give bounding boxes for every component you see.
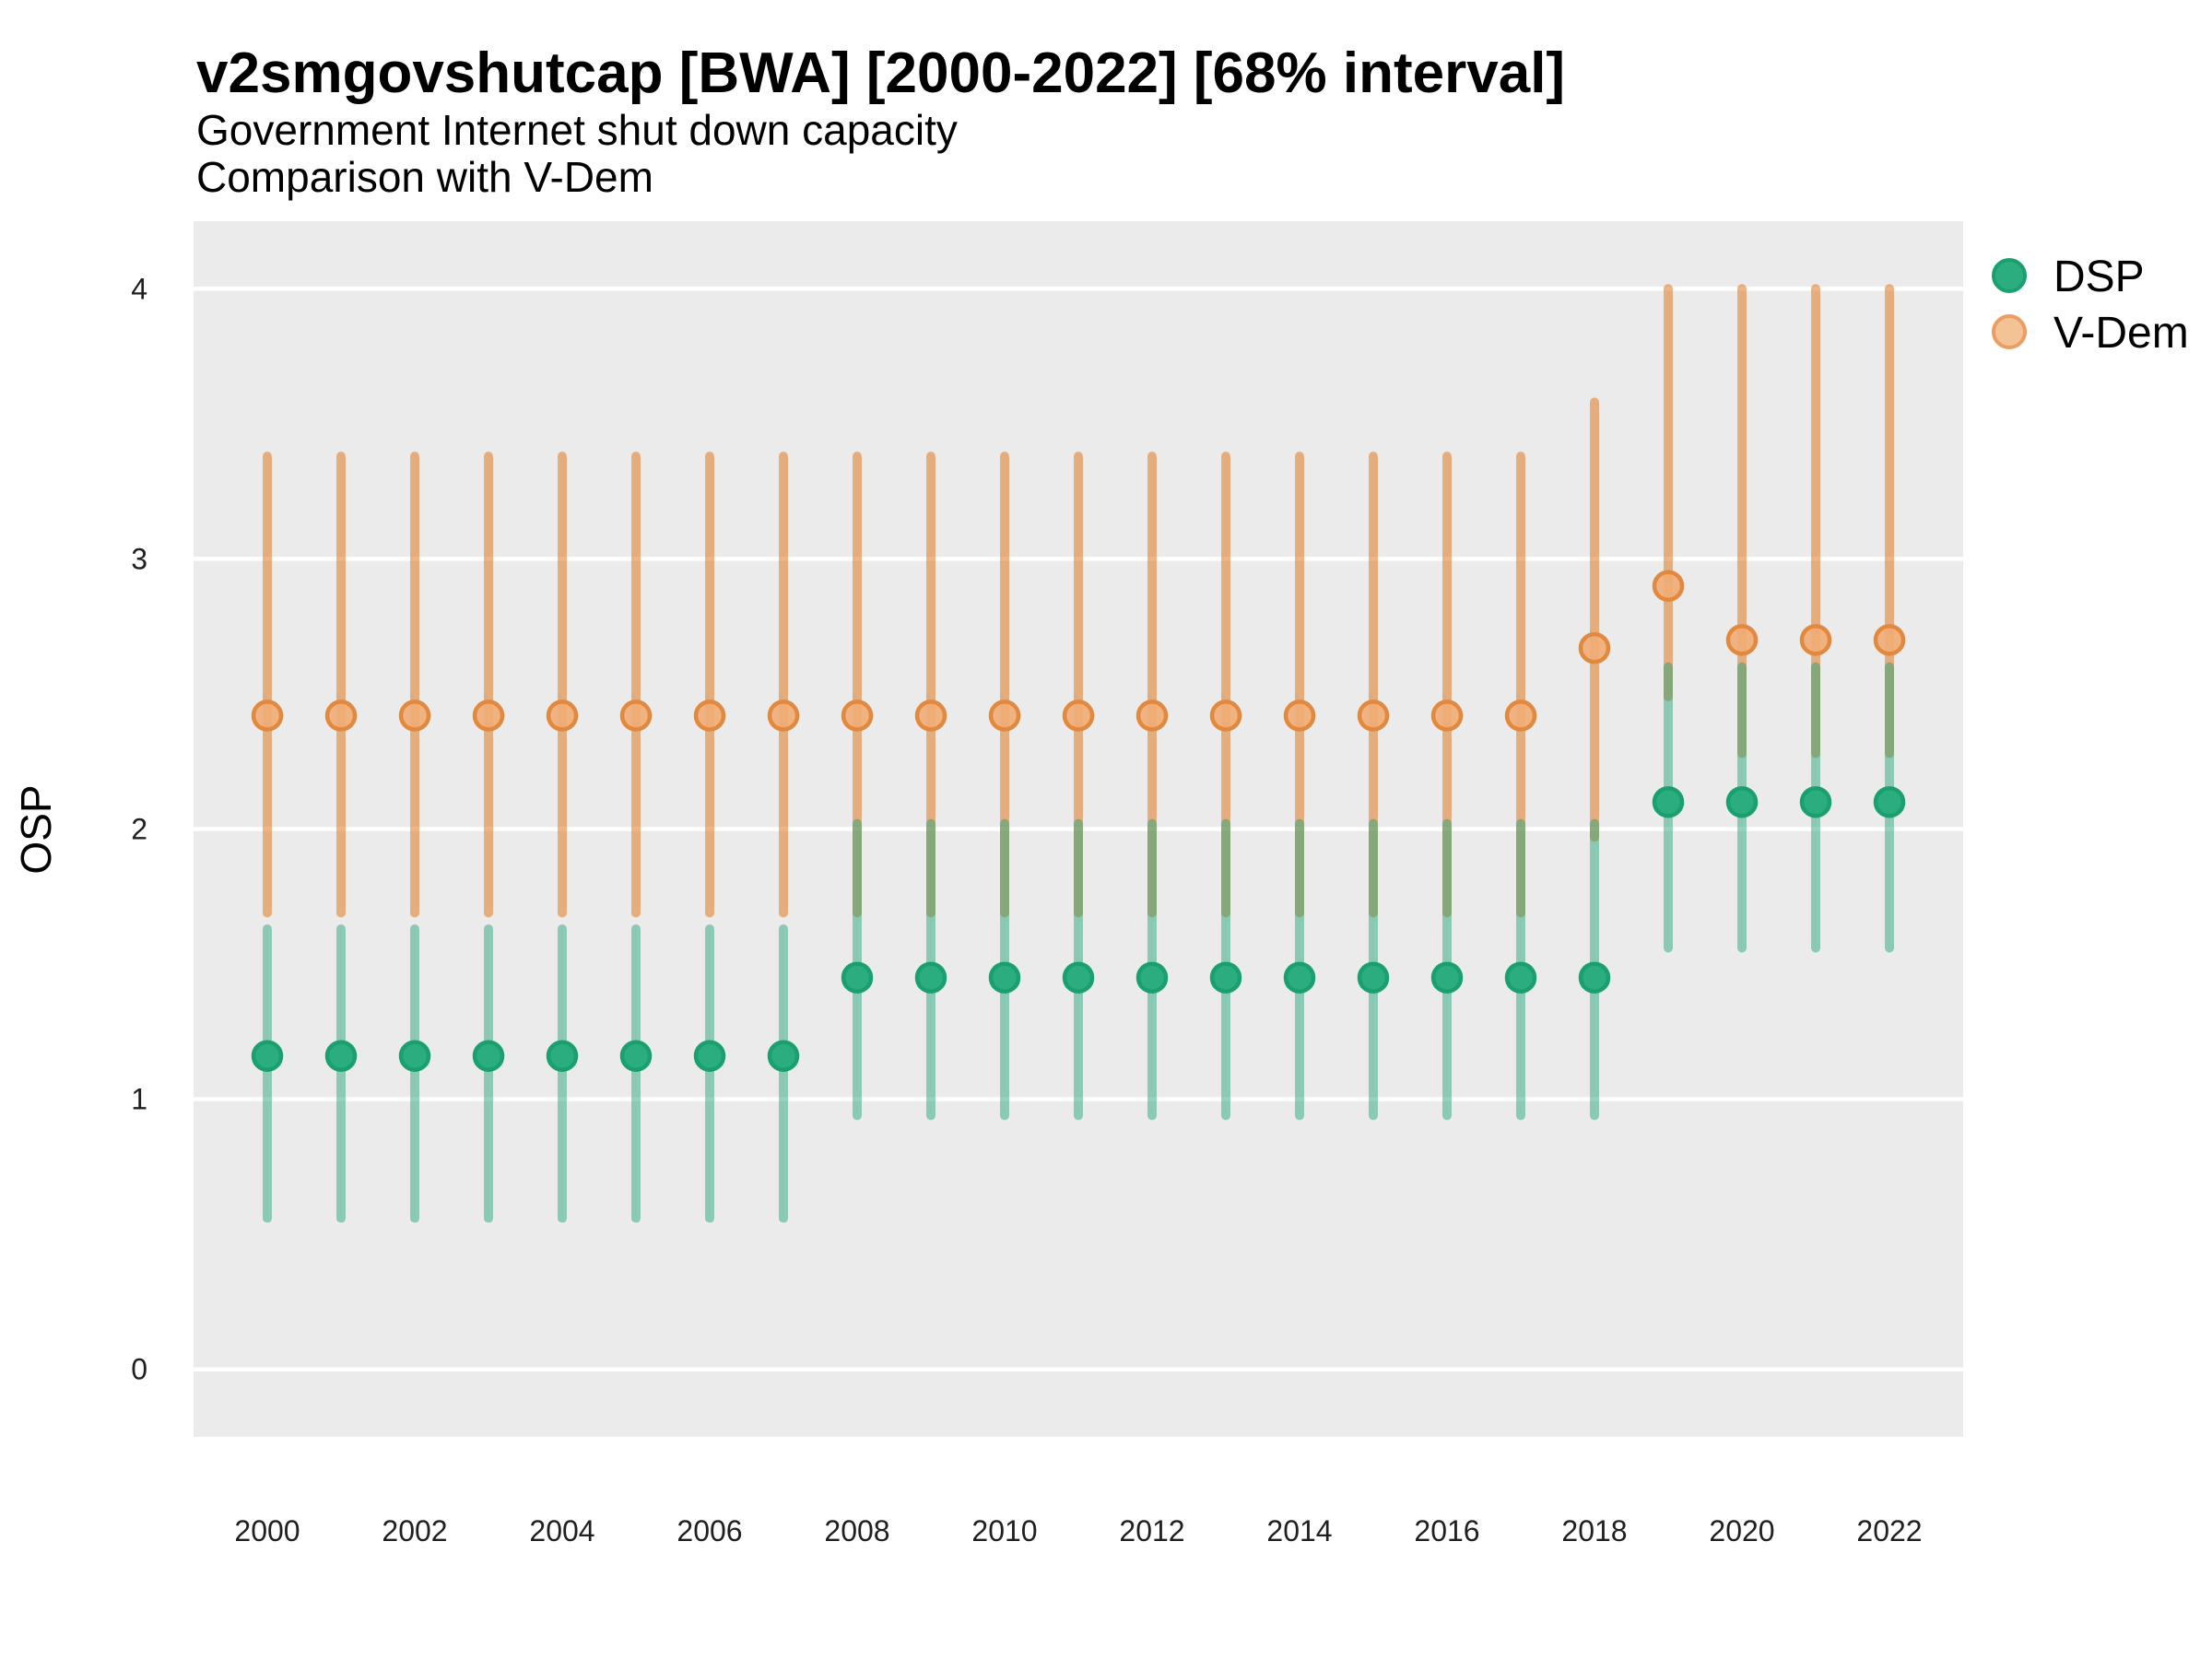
dsp-point-2014 — [1283, 961, 1316, 994]
x-tick-label-2002: 2002 — [382, 1514, 447, 1547]
dsp-point-2019 — [1652, 785, 1685, 818]
x-tick-label-2018: 2018 — [1561, 1514, 1627, 1547]
vdem-point-2010 — [988, 700, 1021, 732]
dsp-point-2009 — [914, 961, 947, 994]
y-axis-title: OSP — [12, 784, 60, 874]
x-tick-label-2014: 2014 — [1266, 1514, 1332, 1547]
vdem-point-2015 — [1357, 700, 1390, 732]
x-tick-label-2020: 2020 — [1709, 1514, 1774, 1547]
y-tick-label-0: 0 — [131, 1353, 147, 1386]
vdem-legend-dot-icon — [1992, 314, 2027, 349]
dsp-point-2022 — [1873, 785, 1906, 818]
dsp-point-2002 — [398, 1040, 431, 1072]
dsp-point-2000 — [251, 1040, 284, 1072]
dsp-point-2016 — [1430, 961, 1464, 994]
dsp-point-2012 — [1135, 961, 1169, 994]
vdem-point-2004 — [546, 700, 579, 732]
chart-subtitle-line1: Government Internet shut down capacity — [196, 106, 958, 154]
vdem-point-2019 — [1652, 570, 1685, 602]
vdem-point-2022 — [1873, 624, 1906, 656]
vdem-point-2007 — [767, 700, 800, 732]
dsp-point-2008 — [841, 961, 874, 994]
vdem-point-2018 — [1578, 631, 1611, 665]
x-tick-label-2004: 2004 — [529, 1514, 594, 1547]
vdem-point-2005 — [619, 700, 653, 732]
dsp-point-2018 — [1578, 961, 1611, 994]
x-tick-label-2016: 2016 — [1414, 1514, 1479, 1547]
vdem-point-2020 — [1725, 624, 1759, 656]
dsp-point-2006 — [693, 1040, 726, 1072]
vdem-point-2008 — [841, 700, 874, 732]
vdem-point-2003 — [472, 700, 505, 732]
legend-item-dsp: DSP — [1992, 253, 2145, 301]
vdem-point-2006 — [693, 700, 726, 732]
x-axis-labels: 2000 2002 2004 2006 2008 2010 2012 2014 2016 2018… — [234, 1514, 1922, 1547]
dsp-point-2015 — [1357, 961, 1390, 994]
x-tick-label-2022: 2022 — [1856, 1514, 1922, 1547]
vdem-point-2001 — [324, 700, 358, 732]
x-tick-label-2010: 2010 — [971, 1514, 1037, 1547]
y-tick-label-2: 2 — [131, 813, 147, 846]
dsp-point-2003 — [472, 1040, 505, 1072]
vdem-point-2011 — [1062, 700, 1095, 732]
y-tick-label-3: 3 — [131, 542, 147, 575]
x-tick-label-2008: 2008 — [824, 1514, 889, 1547]
vdem-point-2016 — [1430, 700, 1464, 732]
x-tick-label-2012: 2012 — [1119, 1514, 1184, 1547]
y-axis-labels: 0 1 2 3 4 — [131, 272, 147, 1385]
y-tick-label-1: 1 — [131, 1083, 147, 1116]
dsp-point-2017 — [1504, 961, 1537, 994]
x-tick-label-2000: 2000 — [234, 1514, 300, 1547]
vdem-point-2014 — [1283, 700, 1316, 732]
dsp-point-2010 — [988, 961, 1021, 994]
dsp-point-2013 — [1209, 961, 1242, 994]
vdem-point-2017 — [1504, 700, 1537, 732]
chart-title: v2smgovshutcap [BWA] [2000-2022] [68% in… — [196, 41, 1565, 105]
vdem-point-2021 — [1799, 624, 1832, 656]
vdem-point-2012 — [1135, 700, 1169, 732]
vdem-point-2000 — [251, 700, 284, 732]
dsp-point-2020 — [1725, 785, 1759, 818]
vdem-point-2002 — [398, 700, 431, 732]
vdem-point-2013 — [1209, 700, 1242, 732]
dsp-point-2011 — [1062, 961, 1095, 994]
y-tick-label-4: 4 — [131, 272, 147, 305]
vdem-point-2009 — [914, 700, 947, 732]
series-layer — [251, 284, 1906, 1223]
dsp-point-2021 — [1799, 785, 1832, 818]
legend-label-vdem: V-Dem — [2053, 309, 2189, 358]
dsp-legend-dot-icon — [1992, 258, 2027, 293]
legend-item-vdem: V-Dem — [1992, 309, 2189, 358]
dsp-point-2007 — [767, 1040, 800, 1072]
dsp-point-2001 — [324, 1040, 358, 1072]
x-tick-label-2006: 2006 — [677, 1514, 742, 1547]
legend: DSP V-Dem — [1992, 253, 2189, 358]
chart-subtitle-line2: Comparison with V-Dem — [196, 153, 653, 201]
legend-label-dsp: DSP — [2053, 253, 2145, 301]
dsp-point-2004 — [546, 1040, 579, 1072]
dsp-point-2005 — [619, 1040, 653, 1072]
